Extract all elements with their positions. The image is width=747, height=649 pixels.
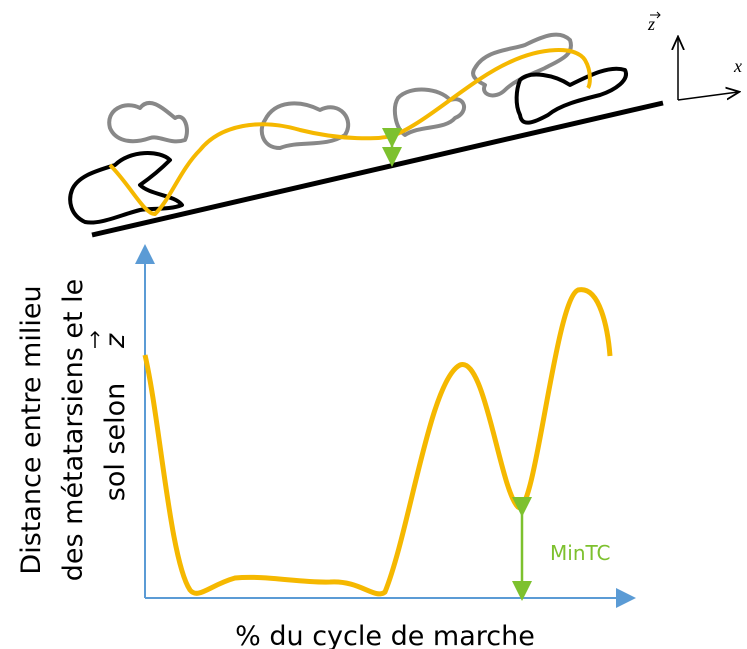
reference-frame: z x xyxy=(647,11,742,101)
y-axis-label-line: des métatarsiens et le xyxy=(58,279,89,582)
graph: MinTC % du cycle de marche Distance entr… xyxy=(16,244,636,649)
x-vector-label: x xyxy=(733,56,742,76)
z-vector-label: z xyxy=(647,14,655,34)
x-axis-label: % du cycle de marche xyxy=(235,621,535,649)
vector-arrow xyxy=(90,330,100,348)
vector-arrow xyxy=(650,11,661,19)
trajectory-curve xyxy=(142,287,613,597)
y-axis-vector: z xyxy=(100,333,131,349)
annotation: MinTC xyxy=(550,541,611,565)
foot-sketch xyxy=(68,32,664,238)
y-axis-label-line: sol selon xyxy=(100,383,131,501)
y-axis-label-line: Distance entre milieu xyxy=(16,285,47,574)
y-axis-label: Distance entre milieu des métatarsiens e… xyxy=(16,279,131,582)
